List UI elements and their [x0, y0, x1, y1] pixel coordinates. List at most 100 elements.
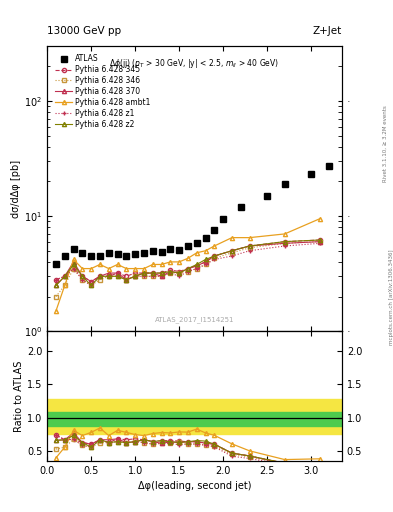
Pythia 6.428 z1	[53, 276, 58, 283]
ATLAS	[141, 250, 146, 256]
Pythia 6.428 345	[62, 273, 67, 280]
Pythia 6.428 z1	[230, 253, 234, 259]
Pythia 6.428 346	[247, 245, 252, 251]
Line: Pythia 6.428 346: Pythia 6.428 346	[54, 240, 322, 298]
Legend: ATLAS, Pythia 6.428 345, Pythia 6.428 346, Pythia 6.428 370, Pythia 6.428 ambt1,: ATLAS, Pythia 6.428 345, Pythia 6.428 34…	[54, 53, 152, 130]
ATLAS	[282, 181, 287, 187]
Pythia 6.428 z1	[115, 273, 120, 280]
Pythia 6.428 345	[195, 263, 199, 269]
ATLAS	[71, 246, 76, 252]
Y-axis label: dσ/dΔφ [pb]: dσ/dΔφ [pb]	[11, 160, 21, 218]
Pythia 6.428 ambt1	[133, 266, 138, 272]
Pythia 6.428 346	[62, 282, 67, 288]
Pythia 6.428 346	[177, 270, 182, 276]
Pythia 6.428 345	[97, 273, 102, 280]
Text: 13000 GeV pp: 13000 GeV pp	[47, 26, 121, 36]
Pythia 6.428 370	[318, 239, 322, 245]
Pythia 6.428 ambt1	[195, 250, 199, 256]
Pythia 6.428 z2	[168, 268, 173, 274]
Pythia 6.428 z1	[195, 266, 199, 272]
Pythia 6.428 370	[107, 270, 111, 276]
Pythia 6.428 346	[115, 273, 120, 280]
ATLAS	[195, 240, 199, 246]
Pythia 6.428 370	[124, 276, 129, 283]
Pythia 6.428 z2	[115, 273, 120, 280]
Pythia 6.428 345	[230, 248, 234, 254]
Pythia 6.428 370	[89, 279, 94, 285]
ATLAS	[159, 249, 164, 255]
Pythia 6.428 346	[71, 266, 76, 272]
Pythia 6.428 z2	[282, 239, 287, 245]
Pythia 6.428 z2	[159, 270, 164, 276]
ATLAS	[107, 250, 111, 256]
Pythia 6.428 345	[318, 237, 322, 243]
Pythia 6.428 z2	[185, 266, 190, 272]
Text: mcplots.cern.ch [arXiv:1306.3436]: mcplots.cern.ch [arXiv:1306.3436]	[389, 249, 393, 345]
Pythia 6.428 ambt1	[71, 257, 76, 263]
Pythia 6.428 345	[124, 273, 129, 280]
Pythia 6.428 z1	[62, 273, 67, 280]
Pythia 6.428 345	[115, 270, 120, 276]
Pythia 6.428 ambt1	[151, 262, 155, 268]
Pythia 6.428 z1	[80, 276, 85, 283]
ATLAS	[239, 204, 243, 210]
Pythia 6.428 z1	[151, 273, 155, 280]
Pythia 6.428 ambt1	[177, 259, 182, 265]
ATLAS	[124, 253, 129, 259]
Line: Pythia 6.428 345: Pythia 6.428 345	[54, 238, 322, 284]
ATLAS	[177, 247, 182, 253]
Pythia 6.428 370	[230, 248, 234, 254]
Pythia 6.428 ambt1	[62, 282, 67, 288]
Line: Pythia 6.428 ambt1: Pythia 6.428 ambt1	[54, 217, 322, 313]
Pythia 6.428 ambt1	[247, 234, 252, 241]
Pythia 6.428 345	[133, 270, 138, 276]
Pythia 6.428 346	[195, 266, 199, 272]
X-axis label: Δφ(leading, second jet): Δφ(leading, second jet)	[138, 481, 251, 491]
Pythia 6.428 370	[168, 268, 173, 274]
Pythia 6.428 370	[97, 273, 102, 280]
Pythia 6.428 z2	[195, 262, 199, 268]
Pythia 6.428 ambt1	[212, 243, 217, 249]
Pythia 6.428 z1	[107, 273, 111, 280]
Pythia 6.428 345	[282, 239, 287, 245]
Pythia 6.428 z1	[203, 262, 208, 268]
Pythia 6.428 345	[107, 273, 111, 280]
Pythia 6.428 z2	[107, 273, 111, 280]
Pythia 6.428 z1	[247, 248, 252, 254]
Line: Pythia 6.428 370: Pythia 6.428 370	[54, 240, 322, 287]
Pythia 6.428 370	[177, 270, 182, 276]
Pythia 6.428 z1	[185, 268, 190, 274]
ATLAS	[133, 251, 138, 257]
Pythia 6.428 346	[185, 268, 190, 274]
Pythia 6.428 346	[133, 273, 138, 280]
Pythia 6.428 346	[212, 255, 217, 261]
Pythia 6.428 z2	[80, 273, 85, 280]
Pythia 6.428 ambt1	[230, 234, 234, 241]
Pythia 6.428 z2	[71, 262, 76, 268]
Pythia 6.428 ambt1	[159, 262, 164, 268]
Line: Pythia 6.428 z2: Pythia 6.428 z2	[54, 238, 322, 287]
Pythia 6.428 346	[141, 273, 146, 280]
Pythia 6.428 346	[318, 239, 322, 245]
Text: $\Delta\phi$(jj) ($p_T$ > 30 GeV, |y| < 2.5, $m_{ll}$ > 40 GeV): $\Delta\phi$(jj) ($p_T$ > 30 GeV, |y| < …	[109, 57, 280, 71]
Pythia 6.428 370	[282, 240, 287, 246]
Pythia 6.428 ambt1	[115, 262, 120, 268]
Pythia 6.428 z2	[89, 282, 94, 288]
Pythia 6.428 345	[53, 276, 58, 283]
Pythia 6.428 z2	[62, 273, 67, 280]
Pythia 6.428 z1	[97, 273, 102, 280]
ATLAS	[265, 193, 270, 199]
Pythia 6.428 346	[159, 273, 164, 280]
Text: Z+Jet: Z+Jet	[313, 26, 342, 36]
ATLAS	[115, 251, 120, 257]
Pythia 6.428 345	[89, 279, 94, 285]
Pythia 6.428 370	[133, 273, 138, 280]
ATLAS	[326, 163, 331, 169]
Pythia 6.428 345	[71, 266, 76, 272]
Pythia 6.428 z1	[133, 273, 138, 280]
Pythia 6.428 370	[71, 259, 76, 265]
Pythia 6.428 ambt1	[318, 216, 322, 222]
Pythia 6.428 370	[247, 243, 252, 249]
Y-axis label: Ratio to ATLAS: Ratio to ATLAS	[14, 360, 24, 432]
ATLAS	[221, 216, 226, 222]
